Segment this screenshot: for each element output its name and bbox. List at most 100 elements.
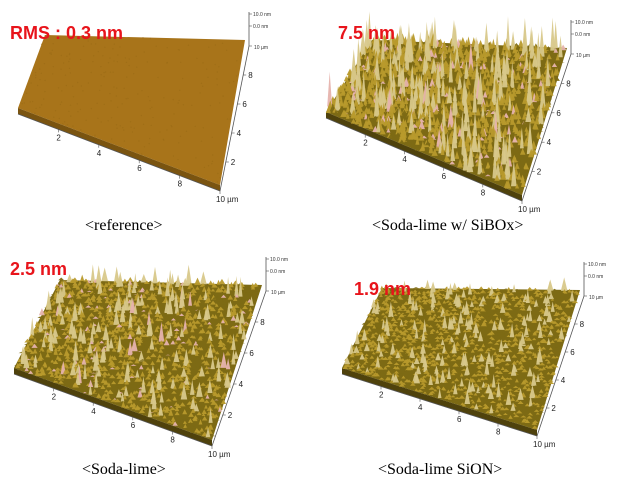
- surface-spike: [186, 347, 192, 349]
- surface-texture: [49, 52, 51, 54]
- surface-spike: [556, 61, 561, 66]
- surface-spike: [468, 41, 474, 71]
- surface-texture: [212, 154, 214, 156]
- surface-spike: [145, 366, 151, 371]
- surface-spike: [193, 410, 199, 414]
- surface-spike: [194, 351, 199, 356]
- surface-spike: [150, 318, 155, 324]
- surface-spike: [555, 290, 561, 293]
- surface-spike: [142, 413, 149, 416]
- surface-spike: [28, 370, 34, 374]
- surface-spike: [492, 303, 498, 307]
- surface-spike: [79, 283, 84, 287]
- surface-spike: [378, 317, 385, 320]
- surface-spike: [213, 314, 218, 319]
- surface-spike: [197, 294, 203, 300]
- surface-spike: [434, 318, 439, 322]
- surface-spike: [190, 341, 197, 343]
- surface-spike: [386, 291, 391, 294]
- surface-spike: [212, 313, 219, 315]
- surface-spike: [144, 359, 151, 362]
- surface-spike: [116, 326, 122, 332]
- surface-spike: [97, 389, 104, 392]
- surface-texture: [90, 71, 92, 74]
- surface-spike: [104, 296, 111, 300]
- surface-spike: [186, 355, 193, 357]
- surface-spike: [533, 79, 540, 85]
- surface-spike: [458, 310, 464, 324]
- surface-spike: [512, 99, 518, 104]
- surface-spike: [516, 62, 521, 69]
- surface-spike: [187, 342, 193, 346]
- surface-spike: [163, 315, 168, 317]
- surface-spike: [229, 299, 235, 302]
- surface-spike: [179, 313, 185, 316]
- surface-spike: [189, 368, 195, 370]
- surface-spike: [490, 53, 495, 73]
- surface-spike: [147, 405, 153, 418]
- surface-texture: [92, 55, 95, 57]
- surface-spike: [526, 286, 534, 291]
- surface-spike: [134, 404, 141, 411]
- surface-spike: [437, 107, 442, 110]
- surface-spike: [220, 294, 227, 298]
- surface-spike: [510, 114, 515, 125]
- surface-spike: [58, 380, 64, 384]
- surface-spike: [228, 370, 233, 375]
- surface-edge: [342, 368, 537, 436]
- surface-spike: [115, 389, 122, 398]
- surface-spike: [61, 331, 68, 336]
- surface-spike: [363, 53, 368, 60]
- surface-spike: [185, 371, 192, 375]
- surface-spike: [212, 391, 219, 397]
- surface-texture: [62, 62, 65, 64]
- surface-spike: [164, 406, 171, 412]
- surface-spike: [456, 286, 461, 290]
- surface-spike: [430, 291, 437, 303]
- surface-spike: [210, 413, 217, 419]
- surface-spike: [463, 54, 469, 63]
- surface-spike: [78, 388, 84, 392]
- surface-spike: [456, 108, 464, 112]
- surface-spike: [533, 299, 539, 307]
- surface-spike: [391, 302, 396, 304]
- surface-spike: [464, 80, 470, 90]
- surface-spike: [434, 116, 440, 119]
- surface-spike: [409, 130, 416, 140]
- surface-spike: [190, 396, 196, 409]
- surface-spike: [99, 391, 106, 394]
- surface-spike: [69, 296, 75, 299]
- surface-spike: [182, 409, 188, 415]
- surface-spike: [80, 293, 88, 297]
- surface-spike: [170, 318, 177, 321]
- surface-spike: [137, 285, 145, 288]
- surface-spike: [77, 300, 82, 303]
- surface-spike: [533, 291, 540, 294]
- surface-spike: [451, 315, 457, 324]
- surface-spike: [103, 379, 109, 385]
- surface-spike: [374, 298, 380, 301]
- surface-texture: [177, 48, 180, 51]
- surface-spike: [220, 285, 225, 290]
- surface-spike: [56, 344, 63, 350]
- surface-spike: [484, 159, 491, 162]
- surface-spike: [472, 290, 478, 294]
- surface-texture: [61, 90, 63, 92]
- surface-spike: [84, 353, 90, 359]
- surface-spike: [465, 92, 472, 106]
- surface-texture: [123, 140, 126, 142]
- surface-spike: [24, 338, 31, 343]
- surface-texture: [136, 66, 138, 68]
- surface-spike: [156, 393, 162, 398]
- surface-spike: [395, 96, 403, 104]
- surface-spike: [345, 77, 350, 85]
- surface-spike: [48, 333, 54, 352]
- surface-spike: [549, 324, 554, 328]
- surface-spike: [110, 333, 116, 337]
- surface-spike: [398, 313, 405, 318]
- surface-spike: [531, 102, 538, 104]
- y-axis-line: [521, 53, 572, 202]
- surface-spike: [432, 308, 438, 310]
